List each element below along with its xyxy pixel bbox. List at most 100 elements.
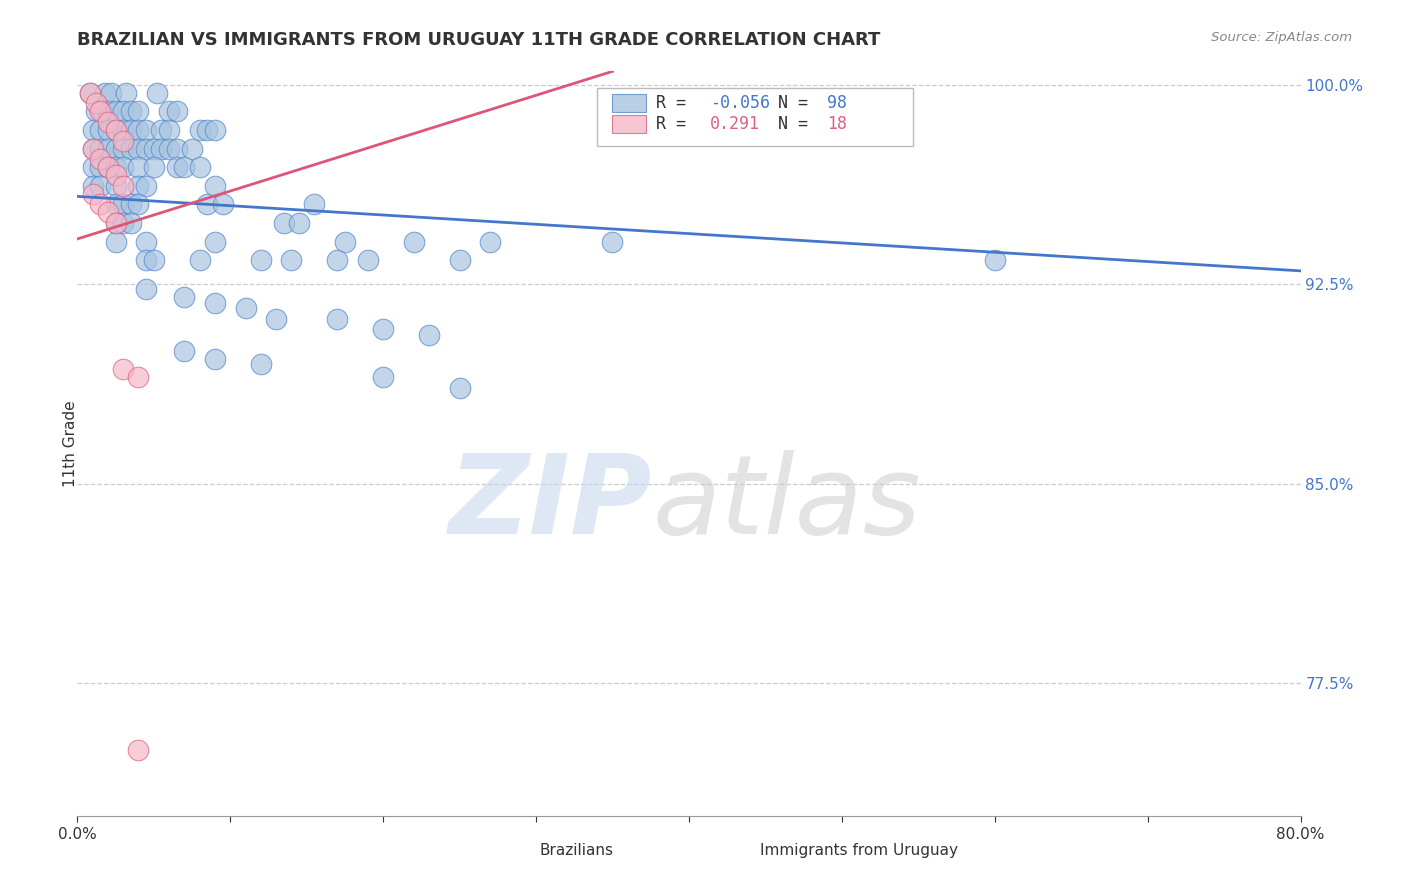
Point <box>79 86 101 100</box>
Point <box>112 197 135 211</box>
Point <box>79 86 101 100</box>
Point <box>195 123 218 137</box>
Point <box>120 197 142 211</box>
Point <box>89 197 111 211</box>
Point <box>127 160 149 174</box>
Point <box>204 351 226 366</box>
Point <box>304 197 326 211</box>
Point <box>82 141 104 155</box>
Text: atlas: atlas <box>652 450 921 557</box>
Point <box>112 216 135 230</box>
Point <box>112 160 135 174</box>
Point <box>112 123 135 137</box>
Text: N =: N = <box>779 94 808 112</box>
Point <box>449 253 471 268</box>
Point <box>264 311 287 326</box>
Point <box>166 160 188 174</box>
Point <box>326 311 349 326</box>
Point <box>371 322 394 336</box>
Point <box>82 186 104 201</box>
Point <box>135 141 157 155</box>
Point <box>173 290 195 304</box>
FancyBboxPatch shape <box>612 94 647 112</box>
Point <box>112 178 135 193</box>
Point <box>100 86 122 100</box>
Text: N =: N = <box>779 115 808 133</box>
Point <box>142 160 165 174</box>
Point <box>142 141 165 155</box>
Point <box>89 141 111 155</box>
Point <box>89 178 111 193</box>
Point <box>104 216 127 230</box>
Point <box>188 123 211 137</box>
Point <box>115 86 138 100</box>
Point <box>166 141 188 155</box>
Point <box>127 123 149 137</box>
Point <box>90 104 112 119</box>
Point <box>127 197 149 211</box>
Point <box>235 301 257 315</box>
Point <box>181 141 204 155</box>
Point <box>204 295 226 310</box>
Point <box>204 178 226 193</box>
Point <box>127 370 149 384</box>
Text: BRAZILIAN VS IMMIGRANTS FROM URUGUAY 11TH GRADE CORRELATION CHART: BRAZILIAN VS IMMIGRANTS FROM URUGUAY 11T… <box>77 31 880 49</box>
Point <box>97 123 120 137</box>
Point <box>82 123 104 137</box>
Text: 18: 18 <box>827 115 848 133</box>
Point <box>127 178 149 193</box>
Text: 98: 98 <box>827 94 848 112</box>
Point <box>104 216 127 230</box>
Point <box>146 86 169 100</box>
Point <box>204 235 226 249</box>
Point <box>97 141 120 155</box>
Point <box>204 123 226 137</box>
Point <box>150 123 173 137</box>
Point <box>326 253 349 268</box>
Point <box>250 253 273 268</box>
Point <box>371 370 394 384</box>
Point <box>112 134 135 148</box>
Point <box>104 168 127 182</box>
Text: Brazilians: Brazilians <box>540 843 613 858</box>
Text: R =: R = <box>657 94 686 112</box>
Point <box>112 104 135 119</box>
Point <box>97 205 120 219</box>
Point <box>157 104 180 119</box>
Point <box>135 235 157 249</box>
Point <box>173 160 195 174</box>
Point <box>173 343 195 358</box>
Point <box>89 104 111 119</box>
Y-axis label: 11th Grade: 11th Grade <box>63 401 77 487</box>
Point <box>357 253 380 268</box>
Point <box>157 123 180 137</box>
Point <box>104 141 127 155</box>
Point <box>89 123 111 137</box>
Text: Immigrants from Uruguay: Immigrants from Uruguay <box>759 843 957 858</box>
Point <box>142 253 165 268</box>
Point <box>280 253 302 268</box>
Text: R =: R = <box>657 115 686 133</box>
Point <box>82 160 104 174</box>
Point <box>288 216 311 230</box>
Text: -0.056: -0.056 <box>710 94 769 112</box>
Point <box>135 123 157 137</box>
FancyBboxPatch shape <box>494 842 530 859</box>
Point <box>135 253 157 268</box>
Point <box>211 197 233 211</box>
Text: ZIP: ZIP <box>449 450 652 557</box>
Point <box>104 197 127 211</box>
Point <box>120 216 142 230</box>
Text: 0.291: 0.291 <box>710 115 759 133</box>
Point <box>104 160 127 174</box>
Point <box>112 141 135 155</box>
Point <box>250 357 273 371</box>
Point <box>127 104 149 119</box>
Point <box>135 178 157 193</box>
Point <box>333 235 356 249</box>
Point <box>82 141 104 155</box>
Point <box>449 381 471 395</box>
Point <box>120 123 142 137</box>
Point <box>273 216 295 230</box>
Point <box>188 160 211 174</box>
